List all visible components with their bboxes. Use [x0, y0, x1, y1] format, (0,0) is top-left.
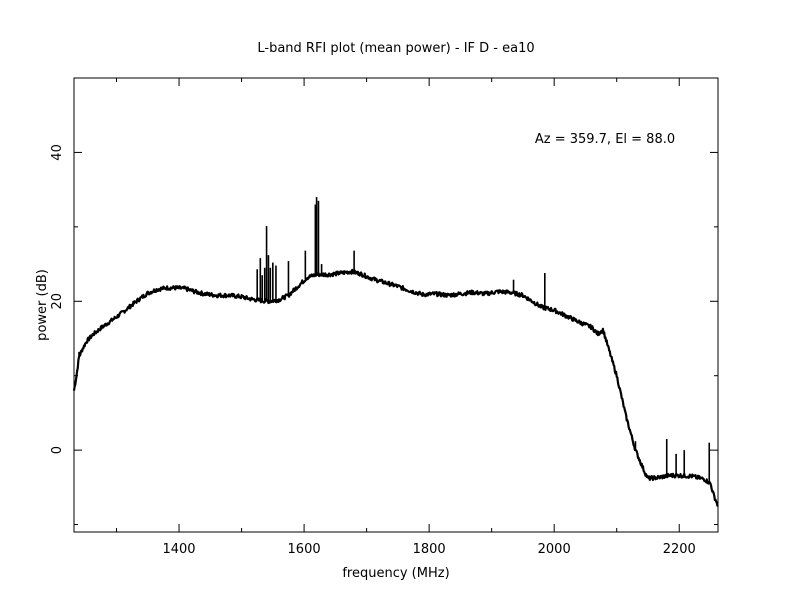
- y-tick-label: 20: [50, 293, 65, 310]
- x-tick-labels: 1400 1600 1800 2000 2200: [162, 542, 695, 557]
- plot-frame: [73, 77, 719, 533]
- x-tick-label: 2000: [538, 542, 571, 557]
- y-axis-label: power (dB): [35, 269, 50, 341]
- y-tick-label: 40: [50, 144, 65, 161]
- x-tick-label: 1600: [288, 542, 321, 557]
- chart-title: L-band RFI plot (mean power) - IF D - ea…: [257, 41, 534, 56]
- az-el-annotation: Az = 359.7, El = 88.0: [535, 132, 675, 147]
- y-tick-labels: 0 20 40: [50, 144, 65, 454]
- rfi-spikes: [78, 197, 711, 483]
- power-series-line: [72, 268, 719, 507]
- axis-ticks: [74, 77, 718, 532]
- x-tick-label: 1400: [162, 542, 195, 557]
- x-tick-label: 1800: [413, 542, 446, 557]
- x-tick-label: 2200: [663, 542, 696, 557]
- y-tick-label: 0: [50, 446, 65, 454]
- x-axis-label: frequency (MHz): [342, 566, 449, 581]
